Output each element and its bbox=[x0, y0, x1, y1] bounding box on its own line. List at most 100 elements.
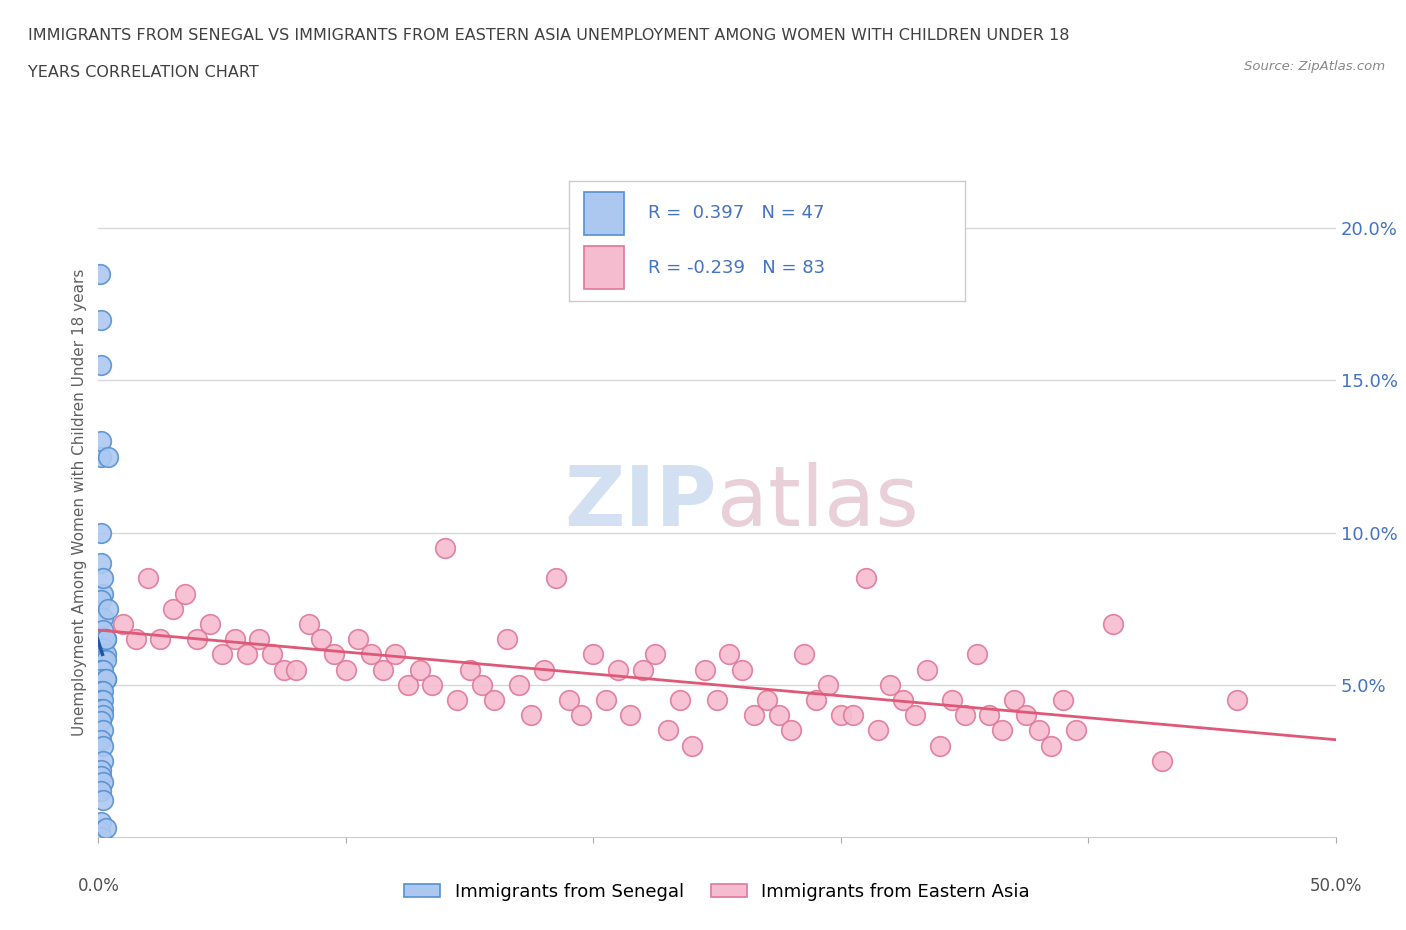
Point bbox=[768, 708, 790, 723]
Point bbox=[1028, 723, 1050, 737]
Point bbox=[879, 677, 901, 692]
Point bbox=[1052, 693, 1074, 708]
Point bbox=[582, 647, 605, 662]
Point bbox=[706, 693, 728, 708]
Point bbox=[211, 647, 233, 662]
Point bbox=[1226, 693, 1249, 708]
Point bbox=[928, 738, 950, 753]
Y-axis label: Unemployment Among Women with Children Under 18 years: Unemployment Among Women with Children U… bbox=[72, 269, 87, 736]
Point bbox=[335, 662, 357, 677]
Point bbox=[198, 617, 221, 631]
Point bbox=[94, 631, 117, 646]
Point bbox=[533, 662, 555, 677]
Point bbox=[93, 738, 115, 753]
Point bbox=[93, 753, 115, 768]
Point bbox=[508, 677, 530, 692]
Point bbox=[93, 622, 115, 637]
Point bbox=[90, 815, 112, 830]
Point bbox=[669, 693, 692, 708]
Point bbox=[90, 525, 112, 540]
Point bbox=[520, 708, 543, 723]
Point bbox=[595, 693, 617, 708]
Point bbox=[90, 830, 112, 844]
Point bbox=[755, 693, 778, 708]
Point bbox=[966, 647, 988, 662]
Point bbox=[360, 647, 382, 662]
Point bbox=[136, 571, 159, 586]
Point bbox=[1152, 753, 1174, 768]
Point bbox=[1002, 693, 1025, 708]
Point bbox=[422, 677, 444, 692]
Point bbox=[94, 671, 117, 686]
Point bbox=[90, 784, 112, 799]
Point bbox=[830, 708, 852, 723]
Point bbox=[644, 647, 666, 662]
Point bbox=[347, 631, 370, 646]
Point bbox=[186, 631, 208, 646]
Point bbox=[569, 708, 592, 723]
Point bbox=[162, 602, 184, 617]
Point bbox=[90, 684, 112, 698]
Point bbox=[224, 631, 246, 646]
Point bbox=[97, 449, 120, 464]
Point bbox=[93, 571, 115, 586]
Point bbox=[979, 708, 1001, 723]
Point bbox=[817, 677, 839, 692]
Point bbox=[93, 793, 115, 808]
Point bbox=[93, 631, 115, 646]
Point bbox=[804, 693, 827, 708]
Point bbox=[855, 571, 877, 586]
Point bbox=[124, 631, 146, 646]
Point bbox=[458, 662, 481, 677]
Point bbox=[780, 723, 803, 737]
Point bbox=[990, 723, 1012, 737]
Point bbox=[693, 662, 716, 677]
Text: 50.0%: 50.0% bbox=[1309, 877, 1362, 895]
Point bbox=[90, 732, 112, 747]
Point bbox=[93, 653, 115, 668]
Point bbox=[471, 677, 494, 692]
Point bbox=[93, 641, 115, 656]
Point bbox=[174, 586, 197, 601]
Point bbox=[742, 708, 765, 723]
Point bbox=[891, 693, 914, 708]
Point bbox=[93, 662, 115, 677]
Text: 0.0%: 0.0% bbox=[77, 877, 120, 895]
Text: IMMIGRANTS FROM SENEGAL VS IMMIGRANTS FROM EASTERN ASIA UNEMPLOYMENT AMONG WOMEN: IMMIGRANTS FROM SENEGAL VS IMMIGRANTS FR… bbox=[28, 28, 1070, 43]
Point bbox=[90, 434, 112, 449]
Point bbox=[93, 586, 115, 601]
Point bbox=[433, 540, 456, 555]
Legend: Immigrants from Senegal, Immigrants from Eastern Asia: Immigrants from Senegal, Immigrants from… bbox=[396, 876, 1038, 909]
Point bbox=[718, 647, 741, 662]
Point bbox=[90, 769, 112, 784]
Point bbox=[94, 631, 117, 646]
Point bbox=[409, 662, 432, 677]
Text: Source: ZipAtlas.com: Source: ZipAtlas.com bbox=[1244, 60, 1385, 73]
Point bbox=[1040, 738, 1063, 753]
Point bbox=[90, 358, 112, 373]
Point bbox=[941, 693, 963, 708]
Point bbox=[322, 647, 344, 662]
Point bbox=[93, 723, 115, 737]
Point bbox=[917, 662, 939, 677]
Point bbox=[93, 693, 115, 708]
Point bbox=[90, 555, 112, 570]
Point bbox=[384, 647, 406, 662]
Point bbox=[273, 662, 295, 677]
Point bbox=[260, 647, 283, 662]
Text: YEARS CORRELATION CHART: YEARS CORRELATION CHART bbox=[28, 65, 259, 80]
Point bbox=[446, 693, 468, 708]
Point bbox=[731, 662, 754, 677]
Point bbox=[1015, 708, 1038, 723]
Point bbox=[93, 708, 115, 723]
Point bbox=[112, 617, 135, 631]
Point bbox=[149, 631, 172, 646]
Point bbox=[681, 738, 703, 753]
Point bbox=[546, 571, 568, 586]
Point bbox=[953, 708, 976, 723]
Point bbox=[247, 631, 270, 646]
Point bbox=[1064, 723, 1087, 737]
Point bbox=[90, 312, 112, 327]
Point bbox=[97, 602, 120, 617]
Point bbox=[90, 449, 112, 464]
